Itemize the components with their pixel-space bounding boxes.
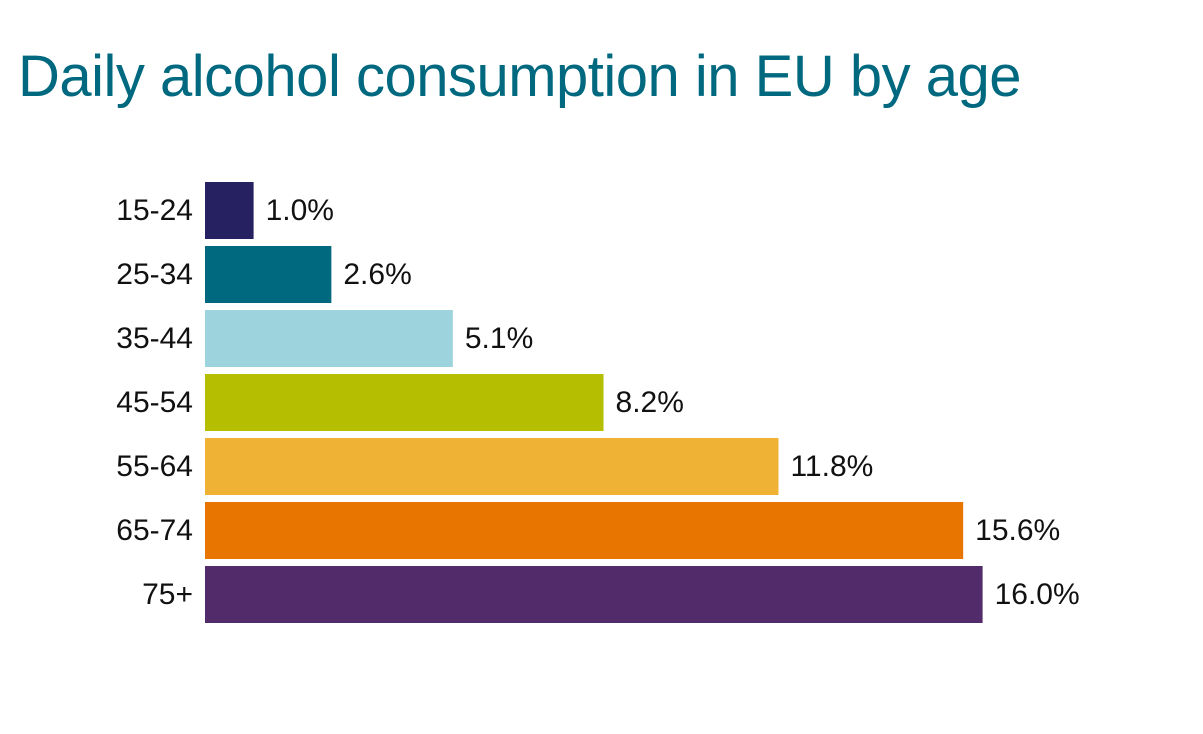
category-label: 75+: [142, 578, 193, 611]
category-label: 15-24: [116, 194, 193, 227]
bar-55-64: [205, 438, 779, 495]
chart-title: Daily alcohol consumption in EU by age: [18, 44, 1022, 109]
value-label: 16.0%: [995, 578, 1080, 611]
category-label: 65-74: [116, 514, 193, 547]
value-label: 15.6%: [975, 514, 1060, 547]
value-label: 8.2%: [616, 386, 684, 419]
category-label: 25-34: [116, 258, 193, 291]
value-label: 2.6%: [343, 258, 411, 291]
category-label: 45-54: [116, 386, 193, 419]
bar-45-54: [205, 374, 604, 431]
bar-25-34: [205, 246, 332, 303]
value-labels-group: 1.0% 2.6% 5.1% 8.2% 11.8% 15.6% 16.0%: [266, 194, 1080, 611]
category-labels-group: 15-24 25-34 35-44 45-54 55-64 65-74 75+: [116, 194, 193, 611]
bar-65-74: [205, 502, 964, 559]
category-label: 35-44: [116, 322, 193, 355]
value-label: 5.1%: [465, 322, 533, 355]
bar-75plus: [205, 566, 983, 623]
category-label: 55-64: [116, 450, 193, 483]
bars-group: [205, 182, 983, 623]
value-label: 11.8%: [790, 450, 873, 483]
value-label: 1.0%: [266, 194, 334, 227]
bar-35-44: [205, 310, 453, 367]
bar-15-24: [205, 182, 254, 239]
